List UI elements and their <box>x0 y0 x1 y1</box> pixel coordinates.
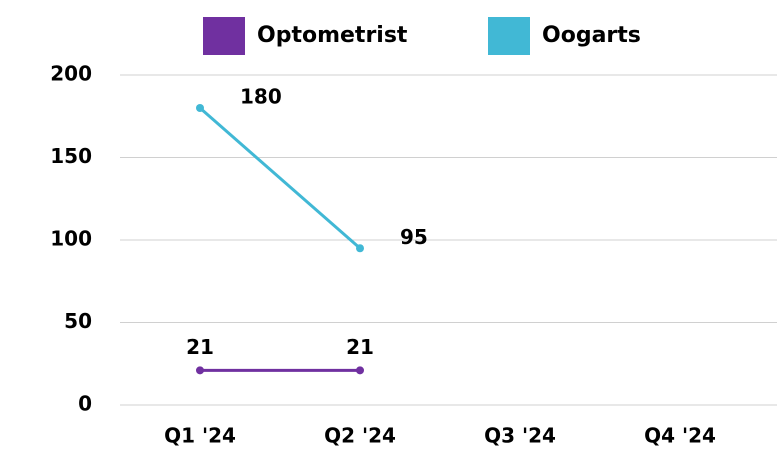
data-label: 21 <box>186 335 214 359</box>
x-tick-label: Q4 '24 <box>644 424 716 448</box>
x-tick-label: Q3 '24 <box>484 424 556 448</box>
data-label: 95 <box>400 225 428 249</box>
data-label: 180 <box>240 85 282 109</box>
x-tick-label: Q2 '24 <box>324 424 396 448</box>
legend-label: Optometrist <box>257 23 408 48</box>
data-label: 21 <box>346 335 374 359</box>
data-point <box>196 104 204 112</box>
data-point <box>356 366 364 375</box>
legend-swatch <box>488 17 530 55</box>
series-line <box>199 106 361 250</box>
y-tick-label: 50 <box>64 309 92 333</box>
legend-label: Oogarts <box>542 23 641 48</box>
y-tick-label: 150 <box>50 144 92 168</box>
data-point <box>356 244 364 253</box>
data-point <box>196 366 204 375</box>
x-tick-label: Q1 '24 <box>164 424 236 448</box>
y-tick-label: 100 <box>50 227 92 251</box>
legend-swatch <box>203 17 245 55</box>
y-tick-label: 200 <box>50 62 92 86</box>
y-tick-label: 0 <box>78 392 92 416</box>
